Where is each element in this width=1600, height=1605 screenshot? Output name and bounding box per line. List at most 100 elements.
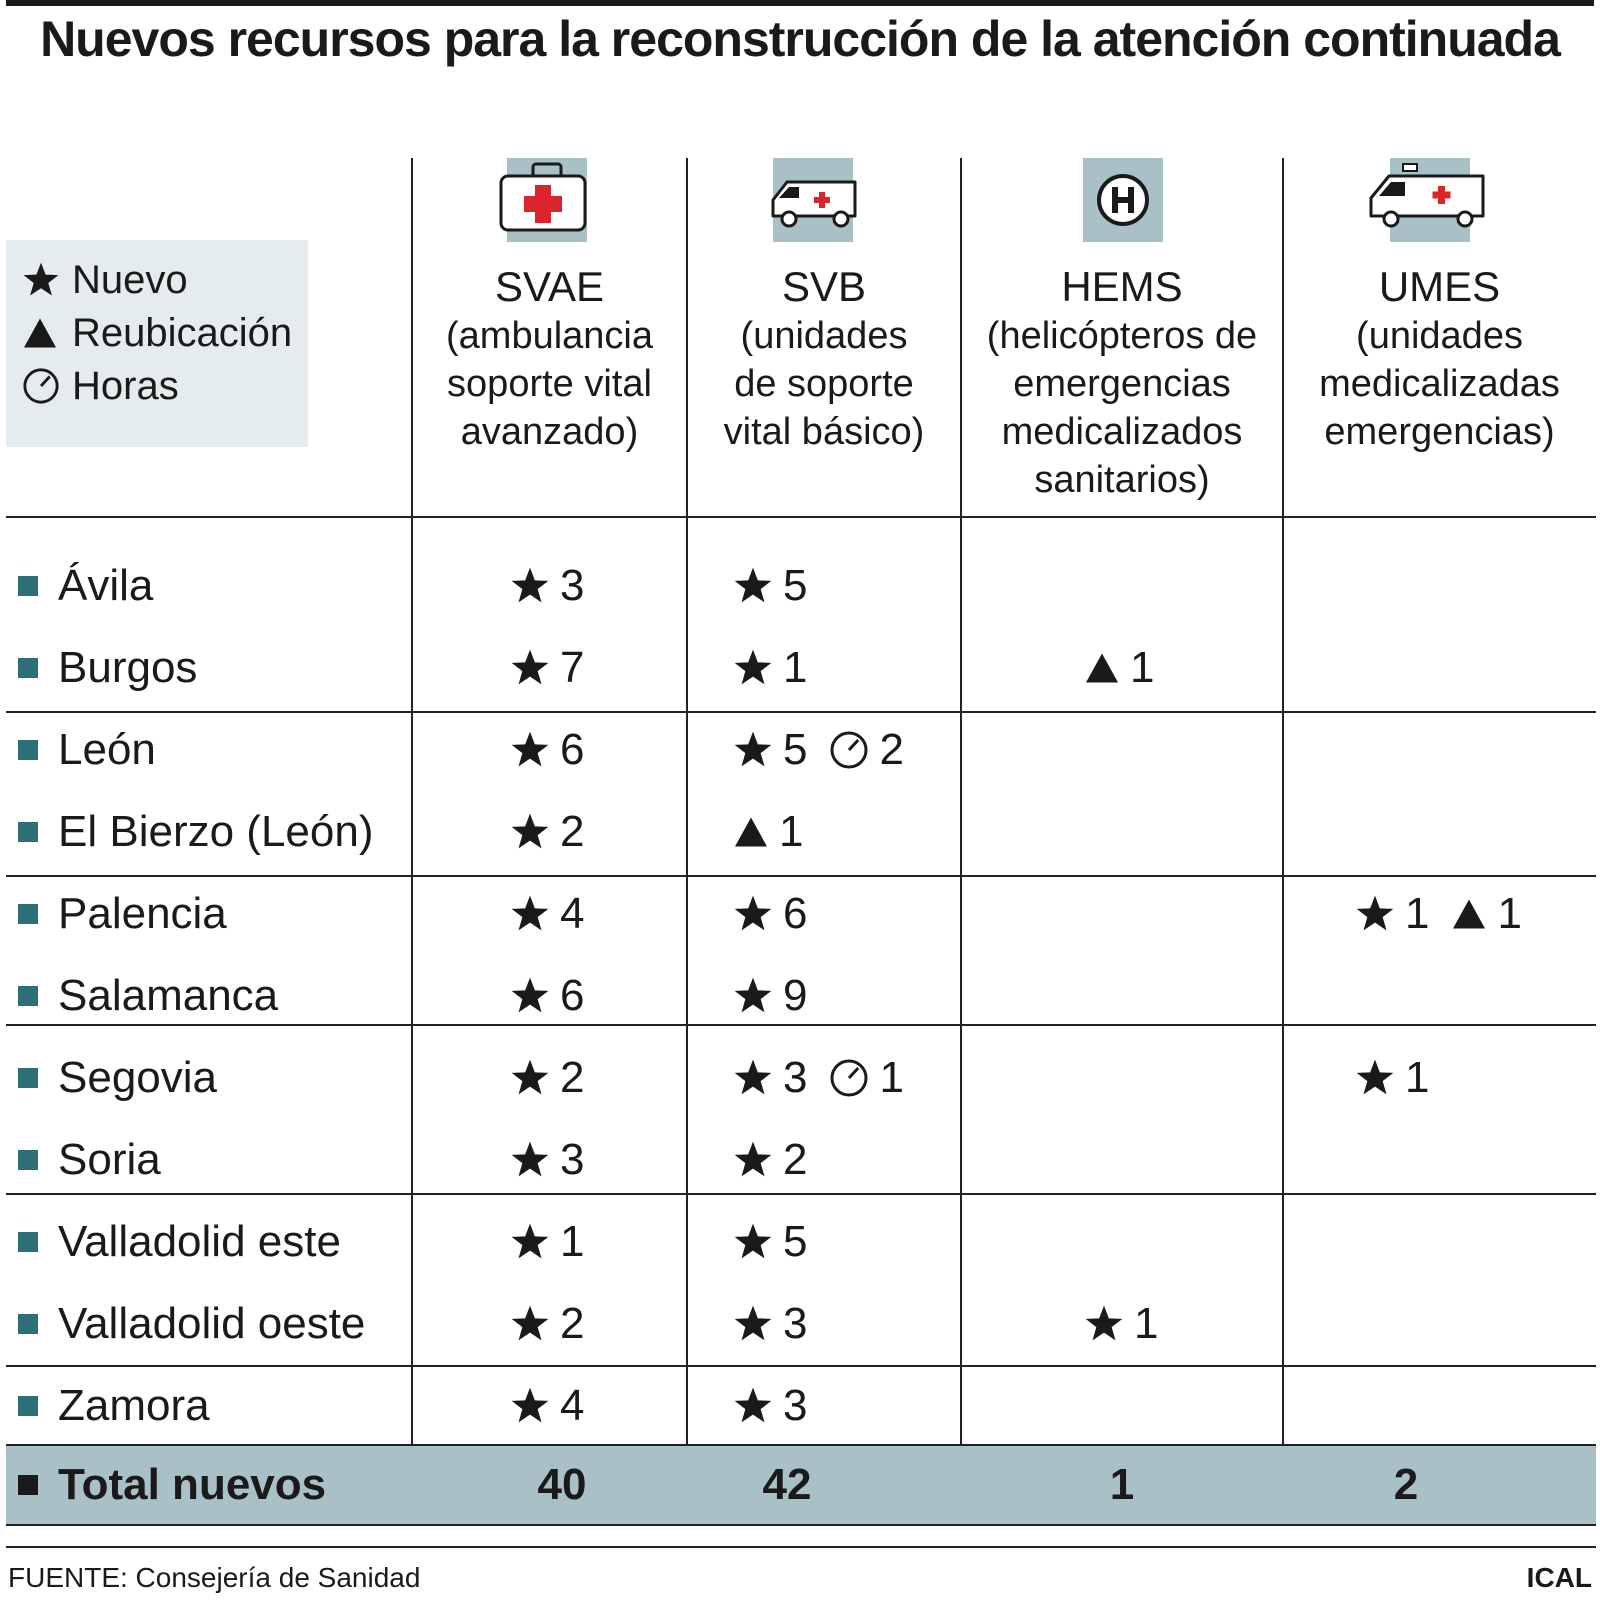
total-svae: 40 bbox=[537, 1460, 587, 1509]
row-marker-icon bbox=[18, 822, 38, 842]
column-desc: medicalizadas bbox=[1319, 363, 1560, 405]
table-cell: 2 bbox=[733, 1120, 807, 1200]
cell-mark: 1 bbox=[1355, 1053, 1429, 1103]
total-divider bbox=[6, 1444, 1596, 1446]
column-abbr: SVAE bbox=[495, 263, 604, 310]
column-desc: vital básico) bbox=[723, 411, 925, 453]
column-desc: emergencias) bbox=[1324, 411, 1555, 453]
ambulance-icon bbox=[771, 180, 857, 228]
cell-mark: 1 bbox=[733, 807, 803, 857]
cell-value: 7 bbox=[560, 643, 585, 692]
triangle-icon bbox=[733, 816, 769, 848]
star-icon bbox=[733, 976, 773, 1016]
cell-value: 5 bbox=[783, 725, 808, 774]
triangle-icon bbox=[22, 317, 72, 349]
row-marker-icon bbox=[18, 1232, 38, 1252]
column-desc: de soporte bbox=[734, 363, 914, 405]
cell-mark: 2 bbox=[510, 1299, 584, 1349]
row-label: Burgos bbox=[18, 628, 197, 708]
table-cell: 3 bbox=[733, 1284, 807, 1364]
table-cell: 1 bbox=[733, 628, 807, 708]
cell-mark: 5 bbox=[733, 561, 807, 611]
row-label-text: Burgos bbox=[58, 643, 198, 692]
row-label: Salamanca bbox=[18, 956, 278, 1036]
cell-value: 1 bbox=[1405, 1053, 1430, 1102]
legend-label: Nuevo bbox=[72, 257, 188, 302]
helipad-icon bbox=[1097, 174, 1149, 226]
row-label: Valladolid oeste bbox=[18, 1284, 365, 1364]
star-icon bbox=[733, 566, 773, 606]
column-desc: sanitarios) bbox=[1034, 459, 1210, 501]
cell-value: 3 bbox=[560, 1135, 585, 1184]
row-label-text: Zamora bbox=[58, 1381, 210, 1430]
star-icon bbox=[733, 1140, 773, 1180]
cell-value: 1 bbox=[1405, 889, 1430, 938]
row-marker-icon bbox=[18, 1475, 38, 1495]
cell-value: 1 bbox=[1497, 889, 1522, 938]
column-abbr: HEMS bbox=[1061, 263, 1183, 310]
cell-value: 3 bbox=[783, 1381, 808, 1430]
footer-rule bbox=[6, 1546, 1596, 1548]
clock-icon bbox=[829, 1058, 869, 1098]
row-marker-icon bbox=[18, 1314, 38, 1334]
total-row-label: Total nuevos bbox=[18, 1445, 326, 1525]
cell-value: 2 bbox=[560, 807, 585, 856]
table-cell: 9 bbox=[733, 956, 807, 1036]
cell-mark: 2 bbox=[510, 807, 584, 857]
row-marker-icon bbox=[18, 658, 38, 678]
star-icon bbox=[733, 894, 773, 934]
medical-van-icon bbox=[1369, 163, 1485, 228]
cell-mark: 3 bbox=[510, 561, 584, 611]
row-marker-icon bbox=[18, 904, 38, 924]
clock-icon bbox=[829, 730, 869, 770]
cell-mark: 6 bbox=[733, 889, 807, 939]
star-icon bbox=[22, 261, 72, 299]
column-abbr: SVB bbox=[781, 263, 867, 310]
table-cell: 1 bbox=[1084, 628, 1154, 708]
row-marker-icon bbox=[18, 1068, 38, 1088]
column-desc: medicalizados bbox=[1001, 411, 1243, 453]
cell-value: 1 bbox=[1130, 643, 1155, 692]
table-cell: 5 bbox=[733, 1202, 807, 1282]
row-label: Ávila bbox=[18, 546, 153, 626]
table-cell: 5 bbox=[733, 546, 807, 626]
cell-value: 4 bbox=[560, 1381, 585, 1430]
star-icon bbox=[733, 1222, 773, 1262]
table-cell: 4 bbox=[510, 874, 584, 954]
star-icon bbox=[1355, 894, 1395, 934]
cell-value: 1 bbox=[1134, 1299, 1159, 1348]
cell-mark: 9 bbox=[733, 971, 807, 1021]
star-icon bbox=[1355, 1058, 1395, 1098]
cell-value: 2 bbox=[879, 725, 904, 774]
total-hems: 1 bbox=[1109, 1460, 1135, 1509]
row-marker-icon bbox=[18, 986, 38, 1006]
column-desc: (unidades bbox=[740, 315, 908, 357]
cell-mark: 1 bbox=[829, 1053, 904, 1103]
star-icon bbox=[510, 1386, 550, 1426]
star-icon bbox=[510, 1058, 550, 1098]
star-icon bbox=[510, 1304, 550, 1344]
table-cell: 2 bbox=[510, 1284, 584, 1364]
row-label-text: Palencia bbox=[58, 889, 227, 938]
cell-mark: 3 bbox=[733, 1053, 807, 1103]
table-cell: 1 bbox=[1084, 1284, 1158, 1364]
total-row-band bbox=[6, 1445, 1596, 1525]
column-abbr: UMES bbox=[1378, 263, 1501, 310]
triangle-icon bbox=[1084, 652, 1120, 684]
column-divider bbox=[411, 158, 413, 1525]
row-label-text: Valladolid oeste bbox=[58, 1299, 366, 1348]
cell-value: 1 bbox=[560, 1217, 585, 1266]
total-bottom-rule bbox=[6, 1524, 1596, 1526]
cell-mark: 4 bbox=[510, 1381, 584, 1431]
star-icon bbox=[510, 648, 550, 688]
table-cell: 6 bbox=[510, 956, 584, 1036]
row-label: Valladolid este bbox=[18, 1202, 341, 1282]
row-label: Zamora bbox=[18, 1366, 210, 1446]
legend: Nuevo Reubicación Horas bbox=[6, 240, 308, 447]
cell-mark: 1 bbox=[1084, 1299, 1158, 1349]
row-marker-icon bbox=[18, 1150, 38, 1170]
group-divider bbox=[6, 875, 1596, 877]
star-icon bbox=[733, 730, 773, 770]
